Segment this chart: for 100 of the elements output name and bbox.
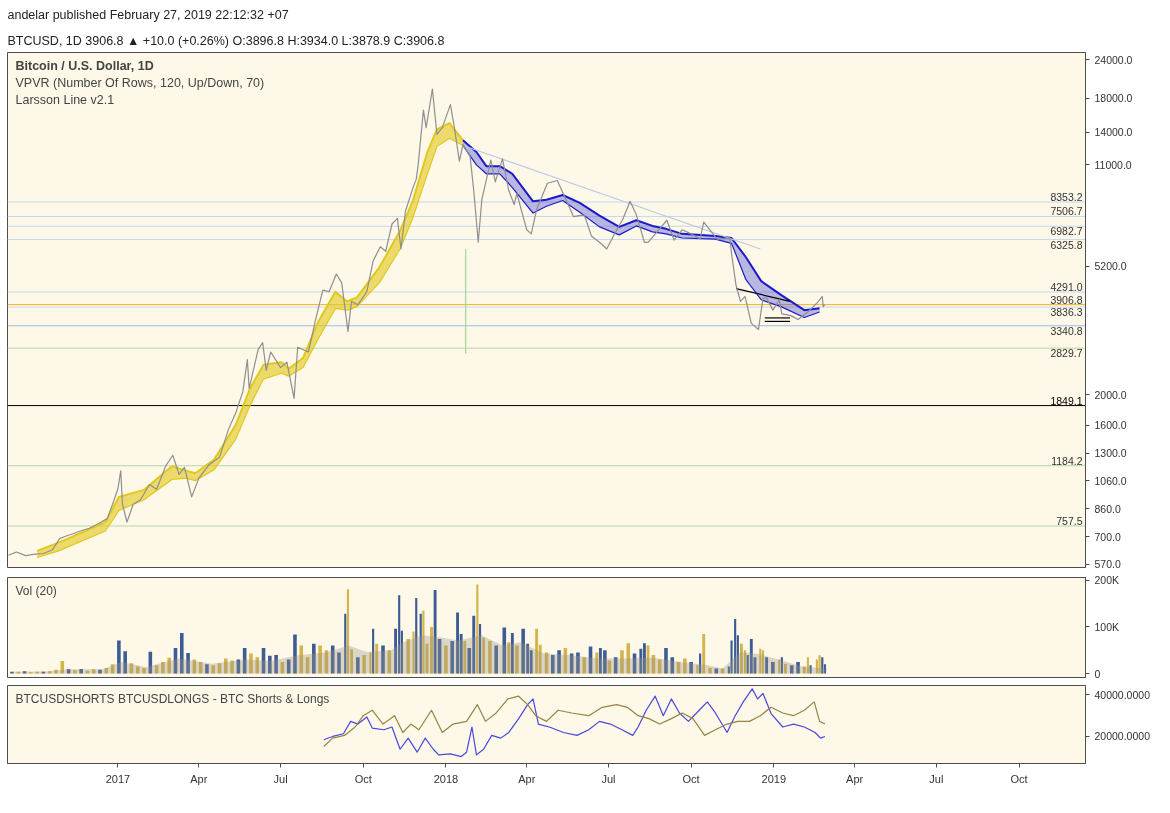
bar [85, 670, 90, 674]
x-tick-label: Jul [929, 772, 944, 785]
bar [205, 664, 209, 674]
bar [582, 657, 587, 674]
bar [502, 627, 507, 674]
y-tick-label: 11000.0 [1094, 158, 1132, 171]
bar [456, 612, 459, 674]
bar [478, 624, 482, 674]
bar [689, 661, 693, 674]
bar [771, 661, 775, 674]
bar [759, 648, 762, 674]
y-tick-label: 14000.0 [1094, 126, 1133, 139]
bar [699, 653, 702, 674]
annotation: Larsson Line v2.1 [15, 92, 115, 107]
annotation: Bitcoin / U.S. Dollar, 1D [15, 58, 154, 73]
y-tick-label: 1300.0 [1094, 447, 1127, 460]
bar [375, 643, 379, 674]
bar [595, 652, 599, 674]
bar [344, 613, 347, 674]
x-tick-label: Apr [190, 772, 208, 785]
bar [249, 653, 253, 674]
bar [117, 640, 121, 674]
x-tick-label: 2019 [761, 772, 787, 785]
bar [450, 640, 454, 674]
x-tick-label: 2017 [105, 772, 131, 785]
ref-line-label: 6982.7 [1050, 225, 1083, 238]
y-tick-label: 1600.0 [1094, 419, 1127, 432]
ref-line-label: 7506.7 [1050, 205, 1083, 218]
bar [494, 645, 498, 674]
bar [626, 643, 631, 674]
bar [444, 645, 448, 674]
bar [381, 645, 385, 674]
bar [476, 584, 479, 674]
ref-line-label: 1184.2 [1051, 454, 1083, 467]
bar [255, 657, 260, 674]
bar [293, 634, 297, 674]
bar [398, 595, 401, 674]
bar [749, 639, 753, 674]
y-tick-label: 18000.0 [1094, 92, 1133, 105]
y-tick-label: 1060.0 [1094, 474, 1127, 487]
bar [521, 628, 525, 674]
bar [515, 645, 519, 674]
bar [510, 632, 514, 674]
bar [535, 628, 539, 674]
x-tick-label: Oct [1010, 772, 1028, 785]
ref-line-label: 4291.0 [1050, 280, 1083, 293]
y-tick-label: 5200.0 [1094, 260, 1127, 273]
bar [104, 667, 109, 674]
x-tick-label: Oct [682, 772, 700, 785]
bar [670, 657, 675, 674]
bar [318, 645, 322, 674]
bar [211, 665, 216, 674]
bar [346, 589, 350, 674]
y-tick-label: 40000.0000 [1094, 688, 1151, 701]
bar [230, 660, 234, 674]
bar [550, 654, 555, 674]
bar [356, 657, 360, 674]
y-tick-label: 570.0 [1094, 558, 1121, 571]
bar [91, 669, 96, 674]
bar [362, 654, 366, 674]
y-tick-label: 860.0 [1094, 502, 1121, 515]
bar [179, 632, 184, 674]
text: BTCUSDSHORTS BTCUSDLONGS - BTC Shorts & Longs [15, 691, 330, 706]
y-tick-label: 2000.0 [1094, 388, 1127, 401]
bar [372, 628, 375, 674]
bar [22, 671, 27, 674]
bar [740, 643, 743, 674]
bar [312, 643, 316, 674]
bar [642, 643, 646, 674]
x-tick-label: Apr [518, 772, 536, 785]
y-tick-label: 0 [1094, 667, 1101, 680]
ref-line-label: 3340.8 [1050, 324, 1083, 337]
line-series [7, 88, 826, 557]
bar [412, 631, 415, 674]
bar [488, 640, 492, 674]
x-tick-label: Apr [846, 772, 864, 785]
bar [430, 626, 433, 674]
bar [66, 669, 71, 674]
bar [433, 590, 437, 674]
ref-line-label: 3906.8 [1050, 293, 1083, 306]
bar [123, 651, 127, 674]
ref-line-label: 3836.3 [1050, 306, 1083, 319]
bar [815, 659, 818, 674]
bar [714, 668, 719, 674]
bar [620, 650, 624, 674]
bar [161, 661, 165, 674]
y-tick-label: 100K [1094, 620, 1120, 633]
bar [720, 668, 725, 674]
bar [806, 657, 809, 674]
bar [784, 663, 787, 674]
bar [789, 665, 794, 674]
bar [576, 652, 580, 674]
bar [274, 654, 278, 674]
bar [47, 671, 52, 674]
bar [796, 661, 800, 674]
bar [73, 670, 77, 674]
bar [507, 642, 511, 674]
bar [268, 655, 272, 674]
bar [167, 657, 171, 674]
bar [765, 657, 769, 674]
